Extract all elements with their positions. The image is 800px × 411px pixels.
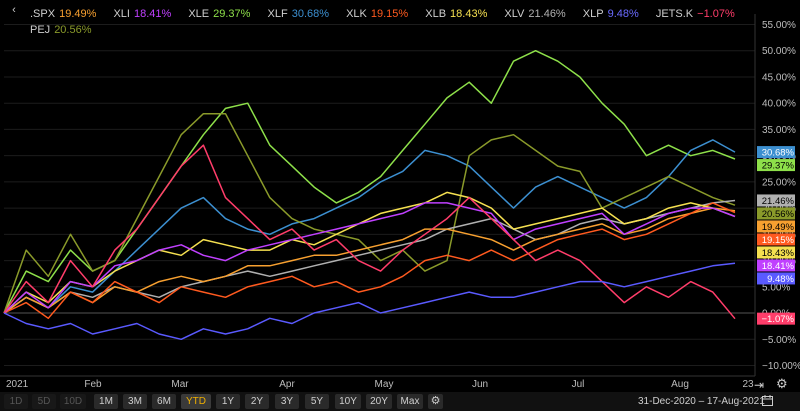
- range-button-5y[interactable]: 5Y: [305, 394, 329, 409]
- legend-item-xlf[interactable]: XLF 30.68%: [267, 8, 330, 20]
- range-button-max[interactable]: Max: [397, 394, 423, 409]
- range-button-20y[interactable]: 20Y: [366, 394, 392, 409]
- range-button-1d[interactable]: 1D: [4, 394, 28, 409]
- series-line-xlp[interactable]: [3, 262, 736, 341]
- legend-item-xlv[interactable]: XLV 21.46%: [504, 8, 566, 20]
- end-value-label: −1.07%: [762, 314, 795, 325]
- end-value-tag: [757, 259, 795, 272]
- x-tick-label: May: [375, 379, 394, 390]
- series-line-xli[interactable]: [3, 202, 736, 314]
- range-button-10y[interactable]: 10Y: [335, 394, 361, 409]
- x-tick-label: 23: [742, 379, 754, 390]
- x-tick-label: Jul: [572, 379, 585, 390]
- legend-item-xle[interactable]: XLE 29.37%: [188, 8, 251, 20]
- series-line-xlk[interactable]: [3, 202, 736, 320]
- y-tick-label: 5.00%: [762, 282, 790, 293]
- y-tick-label: 35.00%: [762, 125, 796, 136]
- range-button-3m[interactable]: 3M: [123, 394, 147, 409]
- end-value-label: 18.41%: [762, 261, 795, 272]
- end-value-tag: [757, 246, 795, 259]
- y-tick-label: 25.00%: [762, 177, 796, 188]
- end-value-tag: [757, 272, 795, 285]
- end-value-tag: [757, 233, 795, 246]
- scroll-end-icon[interactable]: ⇥: [754, 378, 765, 392]
- x-tick-label: Mar: [171, 379, 189, 390]
- x-tick-label: Feb: [84, 379, 102, 390]
- range-button-ytd[interactable]: YTD: [181, 394, 211, 409]
- end-value-label: 19.49%: [762, 222, 795, 233]
- x-tick-label: Aug: [671, 379, 689, 390]
- end-value-tag: [757, 194, 795, 207]
- series-line-spx[interactable]: [3, 207, 736, 314]
- x-tick-label: Jun: [472, 379, 488, 390]
- series-line-xlv[interactable]: [3, 199, 736, 314]
- end-value-tag: [757, 220, 795, 233]
- range-button-6m[interactable]: 6M: [152, 394, 176, 409]
- range-button-1y[interactable]: 1Y: [216, 394, 240, 409]
- end-value-tag: [757, 146, 795, 159]
- y-tick-label: 50.00%: [762, 46, 796, 57]
- legend-item-xlk[interactable]: XLK 19.15%: [346, 8, 409, 20]
- legend-item-xlb[interactable]: XLB 18.43%: [425, 8, 488, 20]
- series-line-xle[interactable]: [3, 49, 736, 314]
- y-tick-label: −10.00%: [762, 361, 800, 372]
- end-value-label: 29.37%: [762, 161, 795, 172]
- calendar-icon[interactable]: [762, 395, 773, 406]
- y-tick-label: 40.00%: [762, 99, 796, 110]
- chart-settings-icon[interactable]: ⚙: [776, 376, 788, 391]
- range-button-10d[interactable]: 10D: [60, 394, 86, 409]
- range-toolbar: 1D 5D 10D 1M 3M 6M YTD 1Y 2Y 3Y 5Y 10Y 2…: [0, 392, 800, 411]
- end-value-label: 20.56%: [762, 209, 795, 220]
- x-tick-label: 2021: [6, 379, 29, 390]
- end-value-tag: [757, 312, 795, 325]
- end-value-label: 18.43%: [762, 248, 795, 259]
- y-tick-label: 45.00%: [762, 72, 796, 83]
- date-range-label: 31-Dec-2020 – 17-Aug-2021: [638, 396, 765, 407]
- end-value-label: 30.68%: [762, 148, 795, 159]
- legend-item-spx[interactable]: .SPX 19.49%: [30, 8, 97, 20]
- legend-item-xli[interactable]: XLI 18.41%: [113, 8, 172, 20]
- range-button-2y[interactable]: 2Y: [245, 394, 269, 409]
- range-button-3y[interactable]: 3Y: [275, 394, 299, 409]
- end-value-label: 19.15%: [762, 235, 795, 246]
- legend-item-pej[interactable]: PEJ 20.56%: [30, 24, 92, 36]
- y-tick-label: −5.00%: [762, 335, 796, 346]
- end-value-label: 9.48%: [767, 274, 794, 285]
- gear-icon[interactable]: ⚙: [428, 394, 443, 409]
- legend-item-jets[interactable]: JETS.K −1.07%: [655, 8, 735, 20]
- range-button-1m[interactable]: 1M: [94, 394, 118, 409]
- legend-item-xlp[interactable]: XLP 9.48%: [582, 8, 639, 20]
- x-tick-label: Apr: [279, 379, 295, 390]
- range-button-5d[interactable]: 5D: [32, 394, 56, 409]
- back-arrow-icon[interactable]: ‹: [12, 4, 16, 16]
- series-line-xlb[interactable]: [3, 191, 736, 314]
- y-tick-label: 55.00%: [762, 20, 796, 31]
- end-value-tag: [757, 159, 795, 172]
- series-line-jetsk[interactable]: [3, 144, 736, 320]
- end-value-label: 21.46%: [762, 196, 795, 207]
- chart-legend: .SPX 19.49% XLI 18.41% XLE 29.37% XLF 30.68%…: [30, 6, 750, 38]
- end-value-tag: [757, 207, 795, 220]
